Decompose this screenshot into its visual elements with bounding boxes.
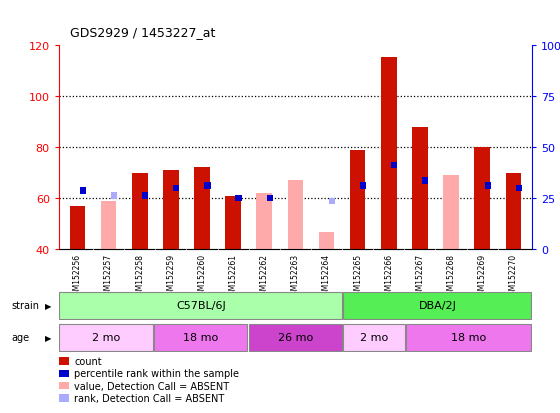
- Bar: [350, 150, 366, 250]
- Bar: [407, 324, 531, 351]
- Text: 2 mo: 2 mo: [92, 332, 120, 342]
- Text: GSM152256: GSM152256: [73, 253, 82, 299]
- Bar: [204, 183, 211, 189]
- Bar: [59, 324, 153, 351]
- Bar: [225, 196, 241, 250]
- Text: ▶: ▶: [45, 301, 52, 310]
- Text: count: count: [74, 356, 102, 366]
- Bar: [249, 324, 342, 351]
- Text: DBA/2J: DBA/2J: [418, 301, 456, 311]
- Text: GSM152266: GSM152266: [384, 253, 393, 299]
- Text: GSM152262: GSM152262: [260, 253, 269, 299]
- Bar: [329, 198, 335, 204]
- Bar: [59, 292, 342, 319]
- Text: 18 mo: 18 mo: [183, 332, 218, 342]
- Bar: [194, 168, 210, 250]
- Text: GSM152263: GSM152263: [291, 253, 300, 299]
- Bar: [474, 147, 490, 250]
- Text: 2 mo: 2 mo: [360, 332, 389, 342]
- Text: GDS2929 / 1453227_at: GDS2929 / 1453227_at: [70, 26, 216, 39]
- Bar: [173, 185, 179, 192]
- Bar: [235, 196, 242, 202]
- Bar: [422, 178, 428, 184]
- Bar: [506, 173, 521, 250]
- Text: value, Detection Call = ABSENT: value, Detection Call = ABSENT: [74, 381, 230, 391]
- Text: 18 mo: 18 mo: [451, 332, 487, 342]
- Bar: [412, 127, 428, 250]
- Bar: [267, 196, 273, 202]
- Bar: [154, 324, 248, 351]
- Text: GSM152259: GSM152259: [166, 253, 175, 299]
- Text: C57BL/6J: C57BL/6J: [176, 301, 226, 311]
- Bar: [111, 193, 117, 199]
- Text: GSM152260: GSM152260: [198, 253, 207, 299]
- Bar: [319, 232, 334, 250]
- Text: GSM152267: GSM152267: [416, 253, 424, 299]
- Text: rank, Detection Call = ABSENT: rank, Detection Call = ABSENT: [74, 393, 225, 403]
- Bar: [391, 162, 398, 169]
- Bar: [343, 324, 405, 351]
- Bar: [381, 58, 396, 250]
- Bar: [343, 292, 531, 319]
- Bar: [101, 201, 116, 250]
- Text: strain: strain: [11, 301, 39, 311]
- Text: 26 mo: 26 mo: [278, 332, 313, 342]
- Text: GSM152261: GSM152261: [228, 253, 237, 299]
- Text: age: age: [11, 332, 29, 342]
- Bar: [69, 206, 85, 250]
- Bar: [132, 173, 147, 250]
- Bar: [360, 183, 366, 189]
- Text: GSM152265: GSM152265: [353, 253, 362, 299]
- Bar: [516, 185, 522, 192]
- Text: GSM152268: GSM152268: [446, 253, 455, 299]
- Text: GSM152257: GSM152257: [104, 253, 113, 299]
- Text: percentile rank within the sample: percentile rank within the sample: [74, 368, 240, 378]
- Text: GSM152269: GSM152269: [478, 253, 487, 299]
- Text: ▶: ▶: [45, 333, 52, 342]
- Text: GSM152270: GSM152270: [509, 253, 518, 299]
- Bar: [288, 181, 303, 250]
- Text: GSM152258: GSM152258: [136, 253, 144, 299]
- Bar: [256, 194, 272, 250]
- Text: GSM152264: GSM152264: [322, 253, 331, 299]
- Bar: [142, 193, 148, 199]
- Bar: [484, 183, 491, 189]
- Bar: [80, 188, 86, 194]
- Bar: [444, 176, 459, 250]
- Bar: [163, 171, 179, 250]
